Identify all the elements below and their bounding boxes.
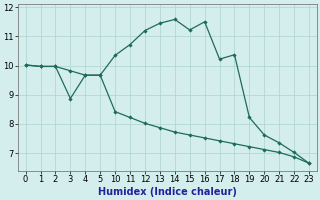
X-axis label: Humidex (Indice chaleur): Humidex (Indice chaleur) [98,187,237,197]
